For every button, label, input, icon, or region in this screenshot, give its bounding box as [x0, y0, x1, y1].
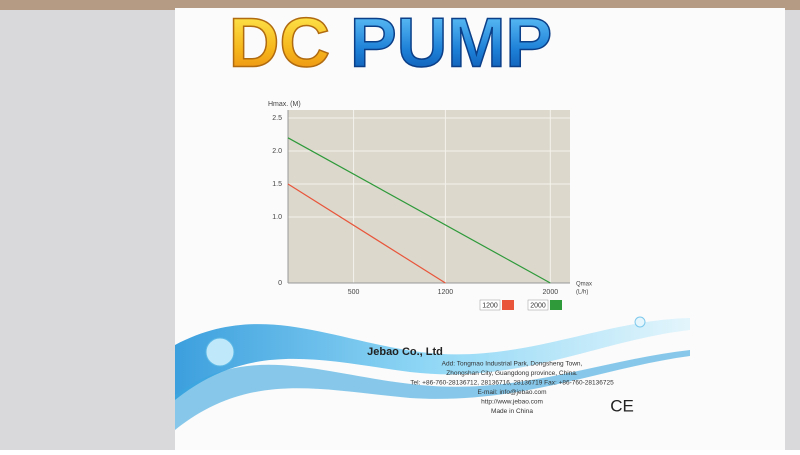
legend-swatch — [550, 300, 562, 310]
legend-box — [527, 299, 549, 311]
x-tick-label: 2000 — [543, 289, 559, 296]
chart: 0 1.0 1.5 2.0 2.5 500 1200 2000 Hmax. (M) Qmax (L/… — [268, 101, 592, 311]
wave — [175, 318, 690, 400]
legend-label: 1200 — [482, 302, 498, 309]
y-tick-label: 0 — [278, 280, 282, 287]
x-tick-label: 1200 — [438, 289, 454, 296]
address-line: Zhongshan City, Guangdong province, Chin… — [446, 370, 578, 377]
box-top — [0, 0, 800, 10]
company-name: Jebao Co., Ltd — [367, 346, 443, 358]
ce-mark: CE — [610, 396, 634, 415]
series-line — [287, 137, 551, 284]
wave — [175, 350, 690, 430]
address-line: Made in China — [491, 408, 533, 415]
address-line: http://www.jebao.com — [481, 399, 543, 406]
plot-area — [288, 110, 570, 283]
address-line: Tel: +86-760-28136712, 28136716, 2813671… — [410, 380, 614, 387]
address-line: E-mail: info@jebao.com — [477, 389, 546, 396]
legend-box — [479, 299, 501, 311]
y-tick-label: 2.5 — [272, 115, 282, 122]
series-line — [287, 183, 446, 284]
title-word: PUMP — [350, 3, 552, 81]
bubble — [205, 337, 235, 367]
address: Add: Tongmao Industrial Park, Dongsheng … — [410, 361, 614, 416]
legend-swatch — [502, 300, 514, 310]
y-tick-label: 1.0 — [272, 214, 282, 221]
address-line: Add: Tongmao Industrial Park, Dongsheng … — [442, 361, 583, 368]
y-tick-label: 2.0 — [272, 148, 282, 155]
x-axis-label: Qmax — [576, 282, 592, 288]
bubble — [634, 316, 646, 328]
title-word: DC — [229, 3, 330, 81]
x-tick-label: 500 — [348, 289, 360, 296]
y-axis-label: Hmax. (M) — [268, 101, 301, 108]
y-tick-label: 1.5 — [272, 181, 282, 188]
legend-label: 2000 — [530, 302, 546, 309]
x-axis-unit: (L/h) — [576, 290, 588, 296]
